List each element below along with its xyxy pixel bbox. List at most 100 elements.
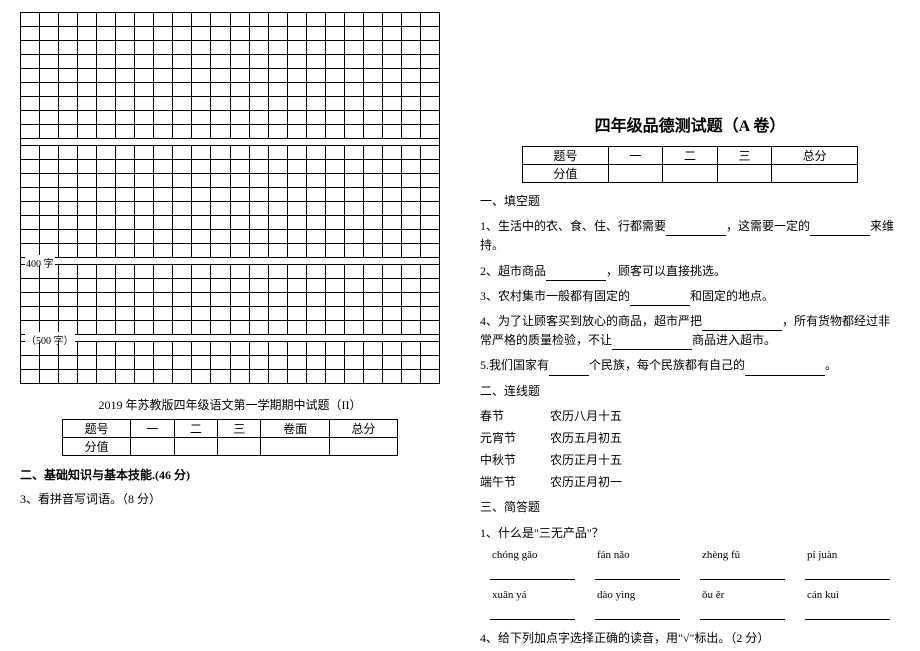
grid-cell [154, 265, 173, 278]
q5-b: 个民族，每个民族都有自己的 [589, 358, 745, 372]
grid-cell [307, 69, 326, 82]
pinyin-cell: chóng gǎo [480, 549, 585, 561]
grid-cell [326, 41, 345, 54]
grid-cell [421, 202, 439, 215]
grid-cell [231, 202, 250, 215]
grid-cell [364, 41, 383, 54]
grid-cell [364, 342, 383, 355]
grid-cell [97, 293, 116, 306]
grid-cell [402, 202, 421, 215]
grid-cell [40, 188, 59, 201]
grid-cell [383, 202, 402, 215]
grid-cell [288, 356, 307, 369]
grid-cell [211, 41, 230, 54]
grid-cell [402, 279, 421, 292]
q5-a: 5.我们国家有 [480, 358, 549, 372]
grid-cell [40, 111, 59, 124]
grid-cell [173, 41, 192, 54]
grid-cell [211, 216, 230, 229]
grid-cell [307, 174, 326, 187]
grid-cell [78, 41, 97, 54]
grid-cell [173, 174, 192, 187]
grid-cell [307, 307, 326, 320]
grid-cell [288, 216, 307, 229]
grid-cell [59, 97, 78, 110]
grid-cell [402, 27, 421, 40]
score-header-cell: 题号 [63, 420, 131, 438]
grid-cell [78, 111, 97, 124]
grid-cell [288, 125, 307, 138]
grid-cell [21, 293, 40, 306]
grid-cell [250, 265, 269, 278]
grid-cell [135, 174, 154, 187]
grid-cell [173, 342, 192, 355]
q3-b: 和固定的地点。 [690, 289, 774, 303]
grid-cell [40, 97, 59, 110]
grid-cell [421, 188, 439, 201]
grid-cell [345, 97, 364, 110]
grid-cell [402, 146, 421, 159]
grid-cell [231, 230, 250, 243]
grid-cell [269, 216, 288, 229]
grid-row [21, 342, 439, 356]
grid-cell [21, 97, 40, 110]
grid-cell [21, 146, 40, 159]
grid-cell [307, 97, 326, 110]
grid-cell [326, 97, 345, 110]
blank [546, 267, 606, 281]
grid-cell [269, 244, 288, 257]
grid-cell [383, 230, 402, 243]
grid-cell [173, 370, 192, 383]
grid-cell [326, 202, 345, 215]
grid-cell [40, 342, 59, 355]
grid-cell [364, 83, 383, 96]
grid-cell [116, 41, 135, 54]
grid-cell [173, 356, 192, 369]
grid-cell [421, 55, 439, 68]
grid-cell [326, 69, 345, 82]
grid-cell [97, 111, 116, 124]
grid-cell [326, 146, 345, 159]
grid-cell [97, 97, 116, 110]
grid-cell [59, 160, 78, 173]
grid-cell [231, 55, 250, 68]
grid-cell [97, 307, 116, 320]
grid-cell [78, 321, 97, 334]
match-row: 春节农历八月十五 [480, 407, 900, 426]
grid-cell [97, 342, 116, 355]
grid-cell [59, 279, 78, 292]
match-left: 中秋节 [480, 451, 550, 470]
grid-row [21, 307, 439, 321]
grid-cell [97, 356, 116, 369]
grid-cell [154, 41, 173, 54]
grid-cell [345, 83, 364, 96]
grid-cell [135, 216, 154, 229]
blank [630, 292, 690, 306]
score-value-cell [663, 165, 718, 183]
grid-cell [116, 125, 135, 138]
pinyin-cell: cán kuì [795, 589, 900, 601]
grid-cell [345, 265, 364, 278]
grid-cell [59, 69, 78, 82]
grid-cell [345, 174, 364, 187]
grid-cell [307, 244, 326, 257]
grid-cell [97, 202, 116, 215]
grid-cell [211, 279, 230, 292]
grid-cell [78, 293, 97, 306]
grid-cell [173, 279, 192, 292]
grid-cell [173, 83, 192, 96]
grid-cell [269, 174, 288, 187]
grid-cell [288, 188, 307, 201]
grid-cell [326, 293, 345, 306]
grid-cell [345, 13, 364, 26]
grid-cell [383, 111, 402, 124]
grid-cell [97, 27, 116, 40]
grid-cell [78, 307, 97, 320]
grid-cell [59, 230, 78, 243]
grid-cell [40, 55, 59, 68]
grid-cell [59, 265, 78, 278]
grid-cell [173, 55, 192, 68]
grid-cell [116, 55, 135, 68]
grid-cell [154, 188, 173, 201]
grid-cell [421, 125, 439, 138]
